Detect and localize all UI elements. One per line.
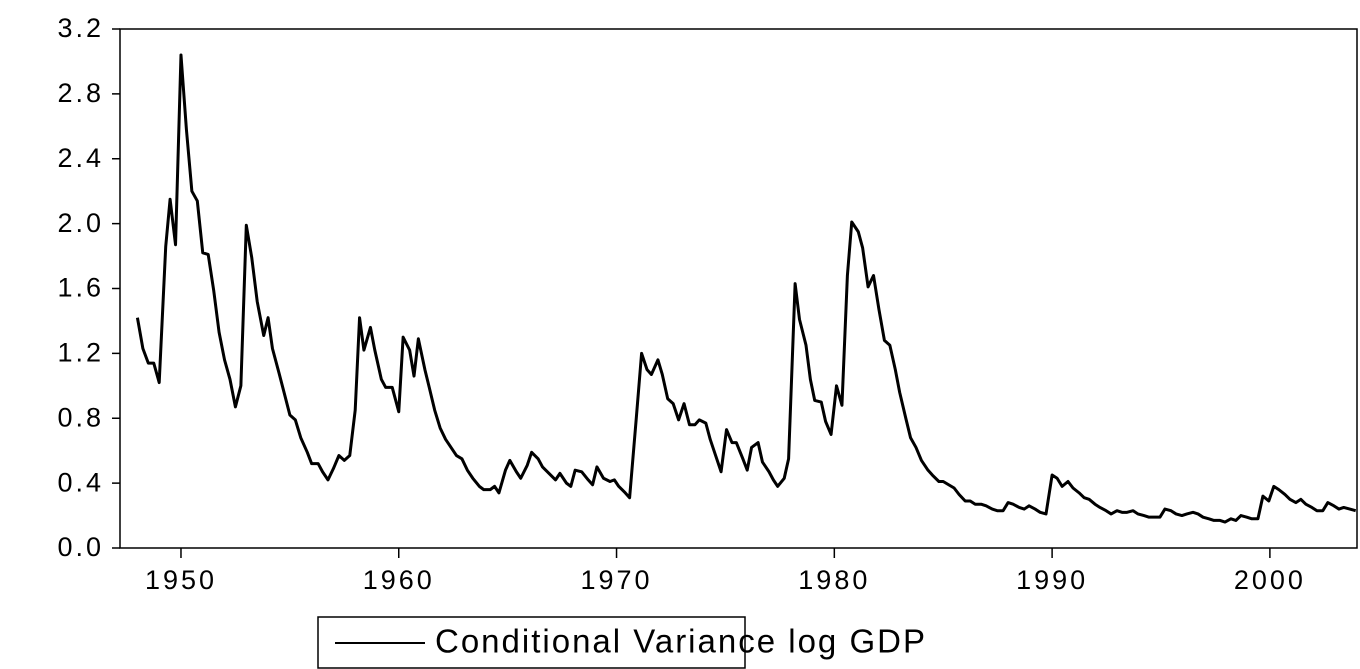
x-tick-label: 2000 xyxy=(1234,565,1306,595)
legend: Conditional Variance log GDP xyxy=(317,616,927,669)
y-tick-label: 3.2 xyxy=(57,13,104,43)
y-tick-label: 0.8 xyxy=(57,402,104,432)
x-tick-label: 1960 xyxy=(363,565,435,595)
x-tick-label: 1970 xyxy=(581,565,653,595)
y-tick-label: 1.2 xyxy=(57,338,104,368)
y-tick-label: 0.0 xyxy=(57,532,104,562)
series-line xyxy=(135,53,1357,524)
x-tick-label: 1990 xyxy=(1016,565,1088,595)
legend-label: Conditional Variance log GDP xyxy=(435,623,927,660)
y-tick-label: 2.8 xyxy=(57,78,104,108)
x-tick-label: 1980 xyxy=(798,565,870,595)
y-tick-label: 1.6 xyxy=(57,273,104,303)
y-tick-label: 2.0 xyxy=(57,208,104,238)
plot-frame xyxy=(119,28,1358,549)
x-tick-label: 1950 xyxy=(145,565,217,595)
y-tick-label: 0.4 xyxy=(57,467,104,497)
y-tick-label: 2.4 xyxy=(57,143,104,173)
